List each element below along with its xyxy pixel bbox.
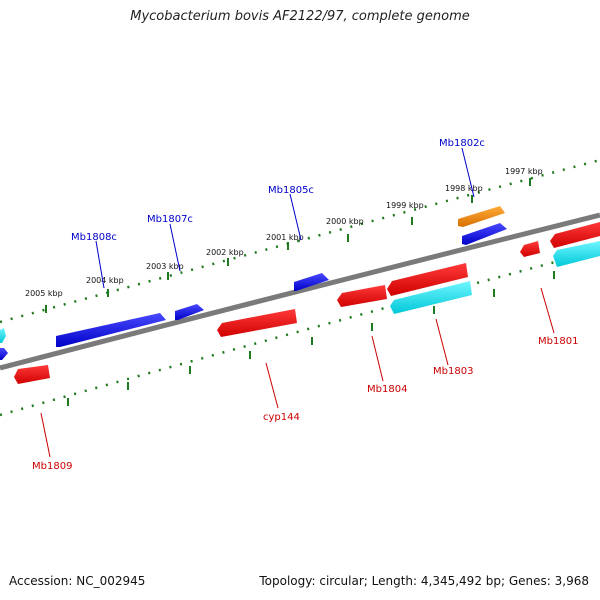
scale-label-2002: 2002 kbp — [206, 248, 244, 257]
upper-major-ticks — [45, 178, 531, 313]
gene-mb1804 — [337, 285, 387, 307]
scale-label-1997: 1997 kbp — [505, 167, 543, 176]
forward-strand-genes — [0, 206, 507, 360]
lower-major-ticks — [67, 271, 555, 406]
accession-text: Accession: NC_002945 — [9, 574, 146, 588]
gene-mb1803-cyan — [390, 281, 472, 314]
gene-mb1807c — [175, 304, 204, 320]
scale-label-1998: 1998 kbp — [445, 184, 483, 193]
genome-stats-text: Topology: circular; Length: 4,345,492 bp… — [259, 574, 589, 588]
label-mb1803: Mb1803 — [433, 366, 473, 377]
gene-cyp144 — [217, 309, 297, 337]
gene-mb1802c-orange — [458, 206, 505, 227]
label-mb1801: Mb1801 — [538, 336, 578, 347]
gene-right-edge-cyan — [553, 241, 600, 267]
reverse-strand-genes — [0, 222, 600, 384]
label-mb1802c: Mb1802c — [439, 138, 485, 149]
gene-mb1802c — [462, 223, 507, 245]
gene-left-edge-cyan — [0, 328, 6, 343]
gene-left-edge-blue — [0, 348, 8, 360]
scale-label-2001: 2001 kbp — [266, 233, 304, 242]
scale-label-2003: 2003 kbp — [146, 262, 184, 271]
scale-label-2005: 2005 kbp — [25, 289, 63, 298]
gene-mb1805c — [294, 273, 329, 291]
gene-mb1809 — [14, 365, 50, 384]
scale-label-2004: 2004 kbp — [86, 276, 124, 285]
label-mb1809: Mb1809 — [32, 461, 72, 472]
label-mb1807c: Mb1807c — [147, 214, 193, 225]
scale-label-1999: 1999 kbp — [386, 201, 424, 210]
map-title: Mycobacterium bovis AF2122/97, complete … — [130, 9, 470, 24]
gene-mb1808c — [56, 313, 166, 347]
gene-mb1803 — [387, 263, 468, 296]
label-leader-lines — [40, 147, 555, 458]
scale-labels: 1997 kbp 1998 kbp 1999 kbp 2000 kbp 2001… — [25, 167, 543, 298]
label-mb1808c: Mb1808c — [71, 232, 117, 243]
label-mb1805c: Mb1805c — [268, 185, 314, 196]
gene-labels: Mb1802c Mb1805c Mb1807c Mb1808c Mb1801 M… — [32, 138, 578, 472]
genome-backbone — [0, 212, 600, 371]
gene-mb1801 — [550, 222, 600, 248]
label-mb1804: Mb1804 — [367, 384, 407, 395]
gene-mb1801-small — [520, 241, 540, 257]
label-cyp144: cyp144 — [263, 412, 300, 423]
scale-label-2000: 2000 kbp — [326, 217, 364, 226]
